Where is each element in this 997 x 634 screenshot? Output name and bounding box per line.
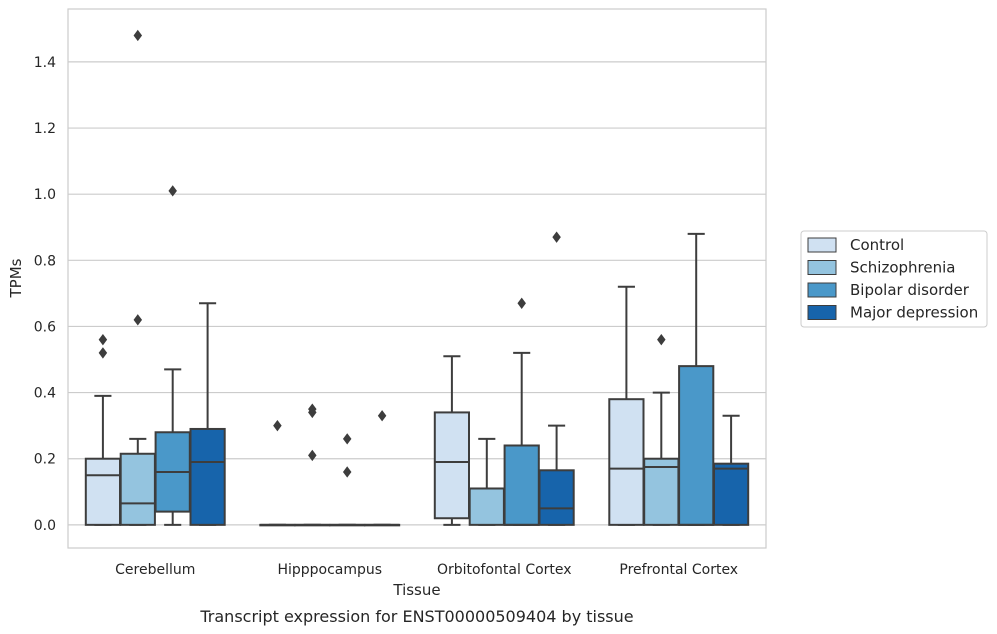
box-plots — [84, 29, 750, 527]
plot-frame — [67, 8, 767, 549]
box-1-2 — [329, 433, 366, 527]
box-2-1 — [468, 437, 505, 526]
box-0-1 — [119, 29, 156, 526]
box-0-0 — [84, 334, 122, 526]
box-3-3 — [712, 414, 750, 526]
outlier-point — [98, 347, 108, 359]
box-0-2 — [154, 185, 191, 526]
box-iqr — [538, 469, 575, 526]
outlier-point — [308, 449, 317, 462]
x-tick-label: Hipppocampus — [277, 562, 382, 578]
outlier-point — [377, 410, 387, 422]
box-3-0 — [608, 285, 645, 526]
legend-swatch — [807, 282, 837, 298]
box-1-3 — [363, 410, 401, 527]
legend-frame — [800, 230, 988, 328]
y-tick-label: 1.2 — [34, 121, 56, 137]
box-iqr — [189, 427, 226, 526]
x-tick-label: Orbitofontal Cortex — [437, 562, 572, 578]
legend-label: Schizophrenia — [850, 259, 955, 277]
outlier-point — [342, 433, 352, 445]
box-1-1 — [294, 403, 331, 527]
x-tick-label: Prefrontal Cortex — [619, 562, 738, 578]
outlier-point — [308, 403, 317, 415]
outlier-point — [657, 334, 666, 346]
box-iqr — [643, 457, 680, 526]
box-iqr — [712, 462, 750, 526]
legend-label: Bipolar disorder — [850, 281, 970, 299]
box-2-0 — [433, 355, 471, 526]
y-tick-label: 0.8 — [34, 253, 56, 269]
box-iqr — [468, 487, 505, 526]
box-iqr — [84, 457, 122, 526]
outlier-point — [133, 29, 143, 42]
legend-swatch — [807, 237, 837, 253]
outlier-point — [552, 231, 561, 243]
x-axis-title: Tissue — [392, 581, 440, 599]
chart-caption: Transcript expression for ENST0000050940… — [199, 607, 633, 626]
legend-label: Control — [850, 236, 904, 254]
y-tick-labels: 0.0 0.2 0.4 0.6 0.8 1.0 1.2 1.4 — [34, 55, 56, 534]
legend-swatch — [807, 305, 837, 320]
box-2-3 — [538, 231, 575, 526]
box-iqr — [608, 398, 645, 526]
x-tick-labels: Cerebellum Hipppocampus Orbitofontal Corte… — [115, 562, 738, 578]
x-tick-label: Cerebellum — [115, 562, 195, 578]
outlier-point — [517, 297, 526, 309]
box-0-3 — [189, 302, 226, 526]
legend: Control Schizophrenia Bipolar disorder Majo… — [800, 230, 988, 328]
outlier-point — [98, 334, 108, 346]
y-tick-label: 0.2 — [34, 452, 56, 468]
outlier-point — [273, 419, 282, 432]
outlier-point — [168, 185, 177, 197]
y-tick-label: 0.0 — [34, 518, 56, 534]
y-axis-title: TPMs — [7, 258, 25, 298]
outlier-point — [342, 466, 352, 478]
legend-swatch — [807, 260, 837, 275]
legend-label: Major depression — [850, 304, 978, 322]
y-tick-label: 0.6 — [34, 319, 56, 335]
y-tick-label: 1.4 — [34, 55, 56, 71]
box-3-2 — [678, 232, 715, 526]
outlier-point — [133, 314, 143, 326]
box-3-1 — [643, 334, 680, 526]
box-1-0 — [259, 419, 296, 527]
box-2-2 — [503, 297, 540, 526]
box-iqr — [119, 452, 156, 526]
box-iqr — [503, 444, 540, 526]
y-tick-label: 1.0 — [34, 187, 56, 203]
y-tick-label: 0.4 — [34, 386, 56, 402]
box-iqr — [433, 411, 471, 520]
box-iqr — [678, 365, 715, 526]
